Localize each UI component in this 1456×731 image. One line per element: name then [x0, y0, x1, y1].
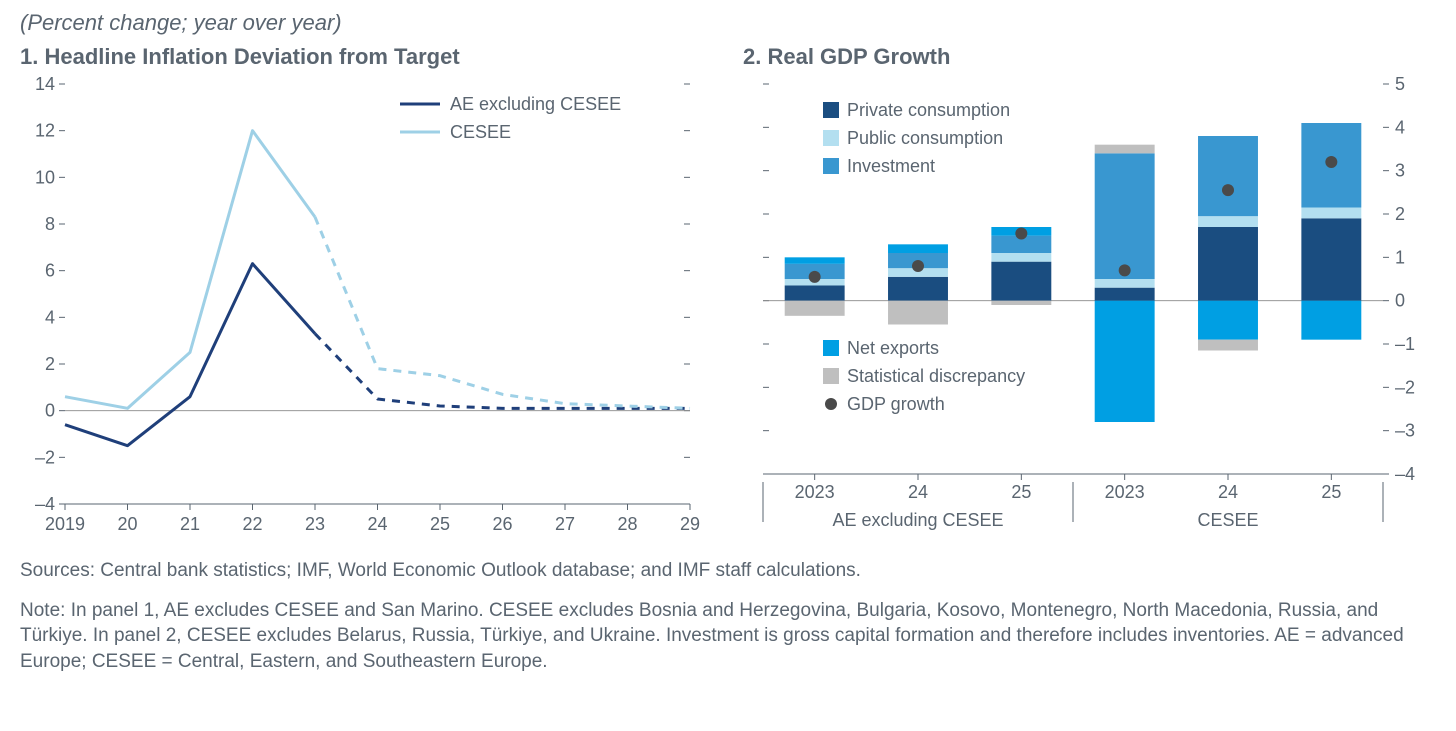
- panel2-group-label: CESEE: [1197, 510, 1258, 530]
- panel2-xtick: 25: [1011, 482, 1031, 502]
- panel1-xtick: 23: [305, 514, 325, 534]
- bar-segment: [785, 257, 845, 264]
- panels-row: 1. Headline Inflation Deviation from Tar…: [20, 44, 1436, 544]
- panel1-ytick: –4: [35, 494, 55, 514]
- panel2-xtick: 2023: [1105, 482, 1145, 502]
- panel-1: 1. Headline Inflation Deviation from Tar…: [20, 44, 713, 544]
- panel2-xtick: 24: [908, 482, 928, 502]
- legend-swatch: [823, 368, 839, 384]
- bar-segment: [1301, 301, 1361, 340]
- series-line: [65, 131, 315, 409]
- gdp-marker: [1325, 156, 1337, 168]
- legend-label: Private consumption: [847, 100, 1010, 120]
- panel2-ytick: –2: [1395, 377, 1415, 397]
- bar-segment: [785, 286, 845, 301]
- bar-segment: [1095, 279, 1155, 288]
- bar-segment: [1301, 208, 1361, 219]
- gdp-marker: [912, 260, 924, 272]
- legend-label: AE excluding CESEE: [450, 94, 621, 114]
- panel2-ytick: 4: [1395, 117, 1405, 137]
- panel1-xtick: 21: [180, 514, 200, 534]
- panel2-ytick: 5: [1395, 74, 1405, 94]
- legend-swatch: [823, 130, 839, 146]
- panel1-ytick: 0: [45, 401, 55, 421]
- series-line-dashed: [315, 217, 690, 408]
- legend-label: Investment: [847, 156, 935, 176]
- panel2-ytick: –3: [1395, 421, 1415, 441]
- legend-label: CESEE: [450, 122, 511, 142]
- legend-label: Net exports: [847, 338, 939, 358]
- panel-1-chart: –4–202468101214201920212223242526272829A…: [20, 74, 710, 544]
- panel1-ytick: 8: [45, 214, 55, 234]
- legend-swatch: [823, 158, 839, 174]
- legend-marker: [825, 398, 837, 410]
- panel2-ytick: –1: [1395, 334, 1415, 354]
- panel1-xtick: 25: [430, 514, 450, 534]
- bar-segment: [1198, 227, 1258, 301]
- legend-label: Statistical discrepancy: [847, 366, 1025, 386]
- bar-segment: [1198, 340, 1258, 351]
- bar-segment: [1095, 153, 1155, 279]
- panel-2-title: 2. Real GDP Growth: [743, 44, 1436, 70]
- panel2-group-label: AE excluding CESEE: [832, 510, 1003, 530]
- panel1-xtick: 29: [680, 514, 700, 534]
- bar-segment: [1198, 301, 1258, 340]
- panel1-xtick: 28: [617, 514, 637, 534]
- series-line-dashed: [315, 334, 690, 409]
- panel2-ytick: 0: [1395, 291, 1405, 311]
- note-text: Note: In panel 1, AE excludes CESEE and …: [20, 598, 1436, 675]
- panel1-ytick: 2: [45, 354, 55, 374]
- panel1-xtick: 2019: [45, 514, 85, 534]
- panel-2: 2. Real GDP Growth –4 –3 –2 –1 0 1 2 3 4 5 2023 24 2…: [743, 44, 1436, 544]
- panel1-ytick: 4: [45, 307, 55, 327]
- gdp-marker: [1119, 264, 1131, 276]
- panel1-xtick: 20: [117, 514, 137, 534]
- panel1-xtick: 27: [555, 514, 575, 534]
- panel1-ytick: 14: [35, 74, 55, 94]
- bar-segment: [1095, 288, 1155, 301]
- bar-segment: [888, 277, 948, 301]
- legend-label: Public consumption: [847, 128, 1003, 148]
- bar-segment: [1198, 136, 1258, 216]
- panel2-ytick: 2: [1395, 204, 1405, 224]
- series-line: [65, 264, 315, 446]
- panel1-ytick: 12: [35, 121, 55, 141]
- gdp-marker: [809, 271, 821, 283]
- panel1-xtick: 24: [367, 514, 387, 534]
- bar-segment: [888, 244, 948, 253]
- bar-segment: [991, 301, 1051, 305]
- panel2-ytick: –4: [1395, 464, 1415, 484]
- panel2-xtick: 25: [1321, 482, 1341, 502]
- panel-1-title: 1. Headline Inflation Deviation from Tar…: [20, 44, 713, 70]
- panel-2-chart: –4 –3 –2 –1 0 1 2 3 4 5 2023 24 25 2023 24 25 AE excludi…: [743, 74, 1433, 544]
- panel2-xtick: 2023: [795, 482, 835, 502]
- panel1-ytick: –2: [35, 447, 55, 467]
- sources-text: Sources: Central bank statistics; IMF, W…: [20, 558, 1436, 584]
- panel1-xtick: 26: [492, 514, 512, 534]
- legend-swatch: [823, 102, 839, 118]
- legend-swatch: [823, 340, 839, 356]
- bar-segment: [991, 253, 1051, 262]
- panel2-ytick: 3: [1395, 161, 1405, 181]
- panel2-xtick: 24: [1218, 482, 1238, 502]
- legend-label: GDP growth: [847, 394, 945, 414]
- bar-segment: [991, 262, 1051, 301]
- gdp-marker: [1222, 184, 1234, 196]
- bar-segment: [785, 301, 845, 316]
- bar-segment: [1198, 216, 1258, 227]
- gdp-marker: [1015, 228, 1027, 240]
- panel1-ytick: 6: [45, 261, 55, 281]
- bar-segment: [1095, 145, 1155, 154]
- figure-subtitle: (Percent change; year over year): [20, 10, 1436, 36]
- panel1-xtick: 22: [242, 514, 262, 534]
- bar-segment: [888, 301, 948, 325]
- bar-segment: [1301, 218, 1361, 300]
- panel2-ytick: 1: [1395, 247, 1405, 267]
- panel1-ytick: 10: [35, 167, 55, 187]
- bar-segment: [1095, 301, 1155, 422]
